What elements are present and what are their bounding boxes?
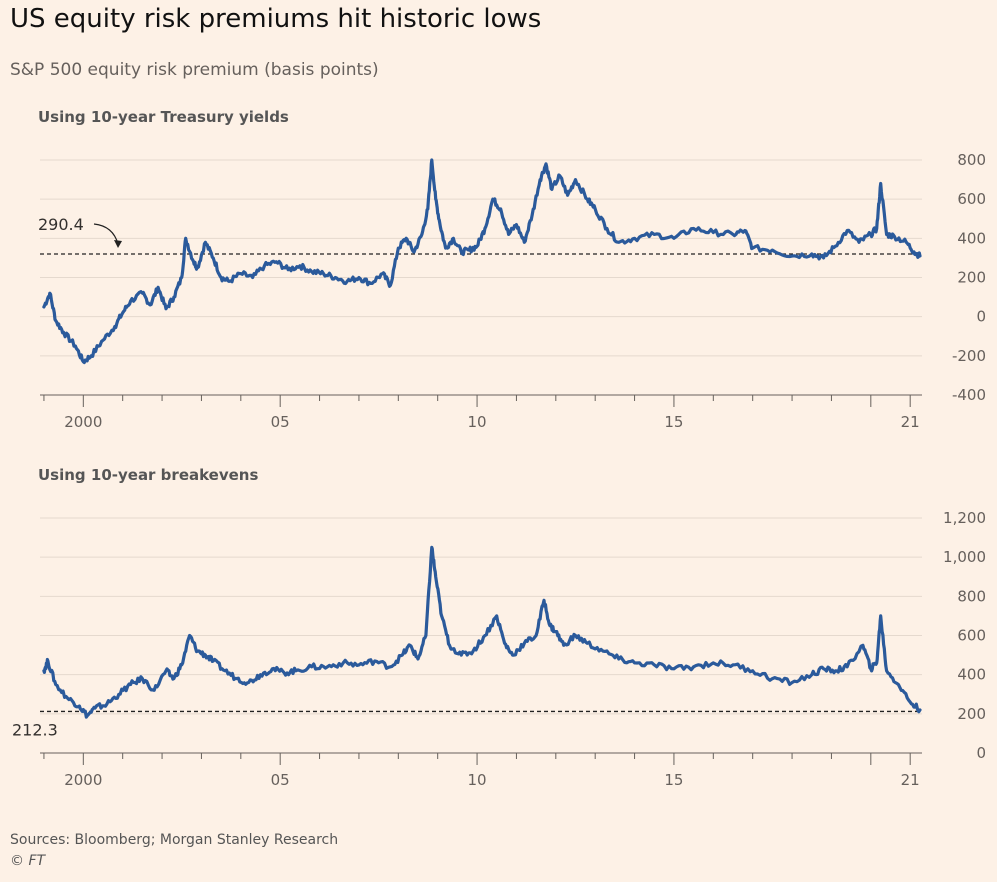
reference-arrow (93, 223, 119, 245)
y-tick-label: 400 (957, 666, 986, 684)
reference-label: 290.4 (38, 215, 84, 234)
y-tick-label: 600 (957, 627, 986, 645)
y-tick-label: 800 (957, 587, 986, 605)
x-tick-label: 2000 (64, 413, 102, 431)
y-tick-label: 0 (976, 308, 986, 326)
x-tick-label: 2000 (64, 771, 102, 789)
reference-label: 212.3 (12, 720, 58, 739)
x-tick-label: 10 (468, 413, 487, 431)
y-tick-label: 400 (957, 229, 986, 247)
y-tick-label: 1,200 (943, 509, 986, 527)
y-tick-label: 800 (957, 151, 986, 169)
y-tick-label: 0 (976, 744, 986, 762)
x-tick-label: 10 (468, 771, 487, 789)
reference-arrowhead (114, 240, 122, 248)
chart-title: US equity risk premiums hit historic low… (10, 4, 542, 34)
y-tick-label: -400 (952, 386, 986, 404)
ft-credit: © FT (10, 853, 46, 869)
x-tick-label: 21 (901, 771, 920, 789)
panel-title-treasury: Using 10-year Treasury yields (38, 108, 289, 126)
y-tick-label: 200 (957, 705, 986, 723)
y-tick-label: 200 (957, 269, 986, 287)
source-note: Sources: Bloomberg; Morgan Stanley Resea… (10, 832, 339, 848)
series-line (42, 545, 922, 719)
x-tick-label: 05 (271, 413, 290, 431)
y-tick-label: 600 (957, 190, 986, 208)
x-tick-label: 21 (901, 413, 920, 431)
x-tick-label: 15 (664, 413, 683, 431)
panel-title-breakevens: Using 10-year breakevens (38, 466, 259, 484)
x-tick-label: 05 (271, 771, 290, 789)
series-line (42, 158, 922, 365)
x-tick-label: 15 (664, 771, 683, 789)
y-tick-label: 1,000 (943, 548, 986, 566)
chart-subtitle: S&P 500 equity risk premium (basis point… (10, 60, 379, 80)
y-tick-label: -200 (952, 347, 986, 365)
